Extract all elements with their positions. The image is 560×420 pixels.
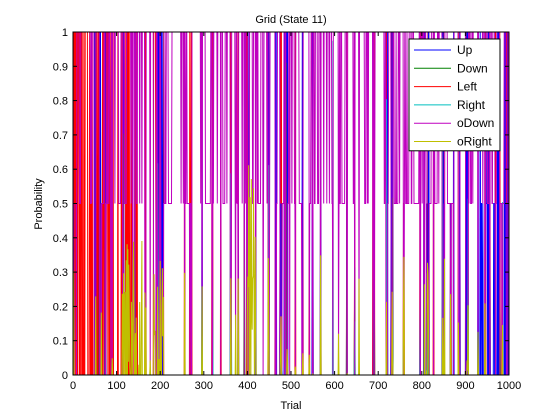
legend-label: oRight: [457, 135, 492, 149]
legend-label: oDown: [457, 116, 494, 130]
legend-label: Down: [457, 61, 488, 75]
y-tick-label: 0.3: [53, 267, 68, 279]
y-tick-label: 0.1: [53, 336, 68, 348]
legend-label: Up: [457, 43, 473, 57]
legend: Up Down Left Right oDown oRight: [408, 38, 501, 152]
y-tick-label: 0.7: [53, 130, 68, 142]
x-tick-label: 300: [195, 380, 213, 392]
x-tick-label: 900: [456, 380, 474, 392]
y-tick-label: 0: [62, 370, 68, 382]
y-tick-label: 0.2: [53, 301, 68, 313]
y-tick-label: 0.5: [53, 199, 68, 211]
x-tick-label: 500: [282, 380, 300, 392]
x-tick-label: 200: [151, 380, 169, 392]
y-tick-label: 1: [62, 27, 68, 39]
y-tick-label: 0.8: [53, 96, 68, 108]
x-tick-label: 1000: [497, 380, 521, 392]
x-tick-label: 800: [413, 380, 431, 392]
chart-title: Grid (State 11): [255, 14, 326, 26]
y-axis-label: Probability: [33, 178, 45, 230]
legend-label: Right: [457, 98, 486, 112]
legend-label: Left: [457, 80, 478, 94]
x-axis-label: Trial: [281, 400, 302, 412]
x-tick-label: 600: [325, 380, 343, 392]
x-tick-label: 0: [70, 380, 76, 392]
x-tick-label: 700: [369, 380, 387, 392]
y-tick-label: 0.9: [53, 61, 68, 73]
legend-box: [408, 38, 501, 152]
y-tick-label: 0.6: [53, 164, 68, 176]
axes: 0 100 200 300 400 500 600 700 800 900 1000 0 0.1 0.2 0…: [53, 27, 522, 392]
x-tick-label: 400: [238, 380, 256, 392]
y-tick-label: 0.4: [53, 233, 68, 245]
x-tick-label: 100: [107, 380, 125, 392]
